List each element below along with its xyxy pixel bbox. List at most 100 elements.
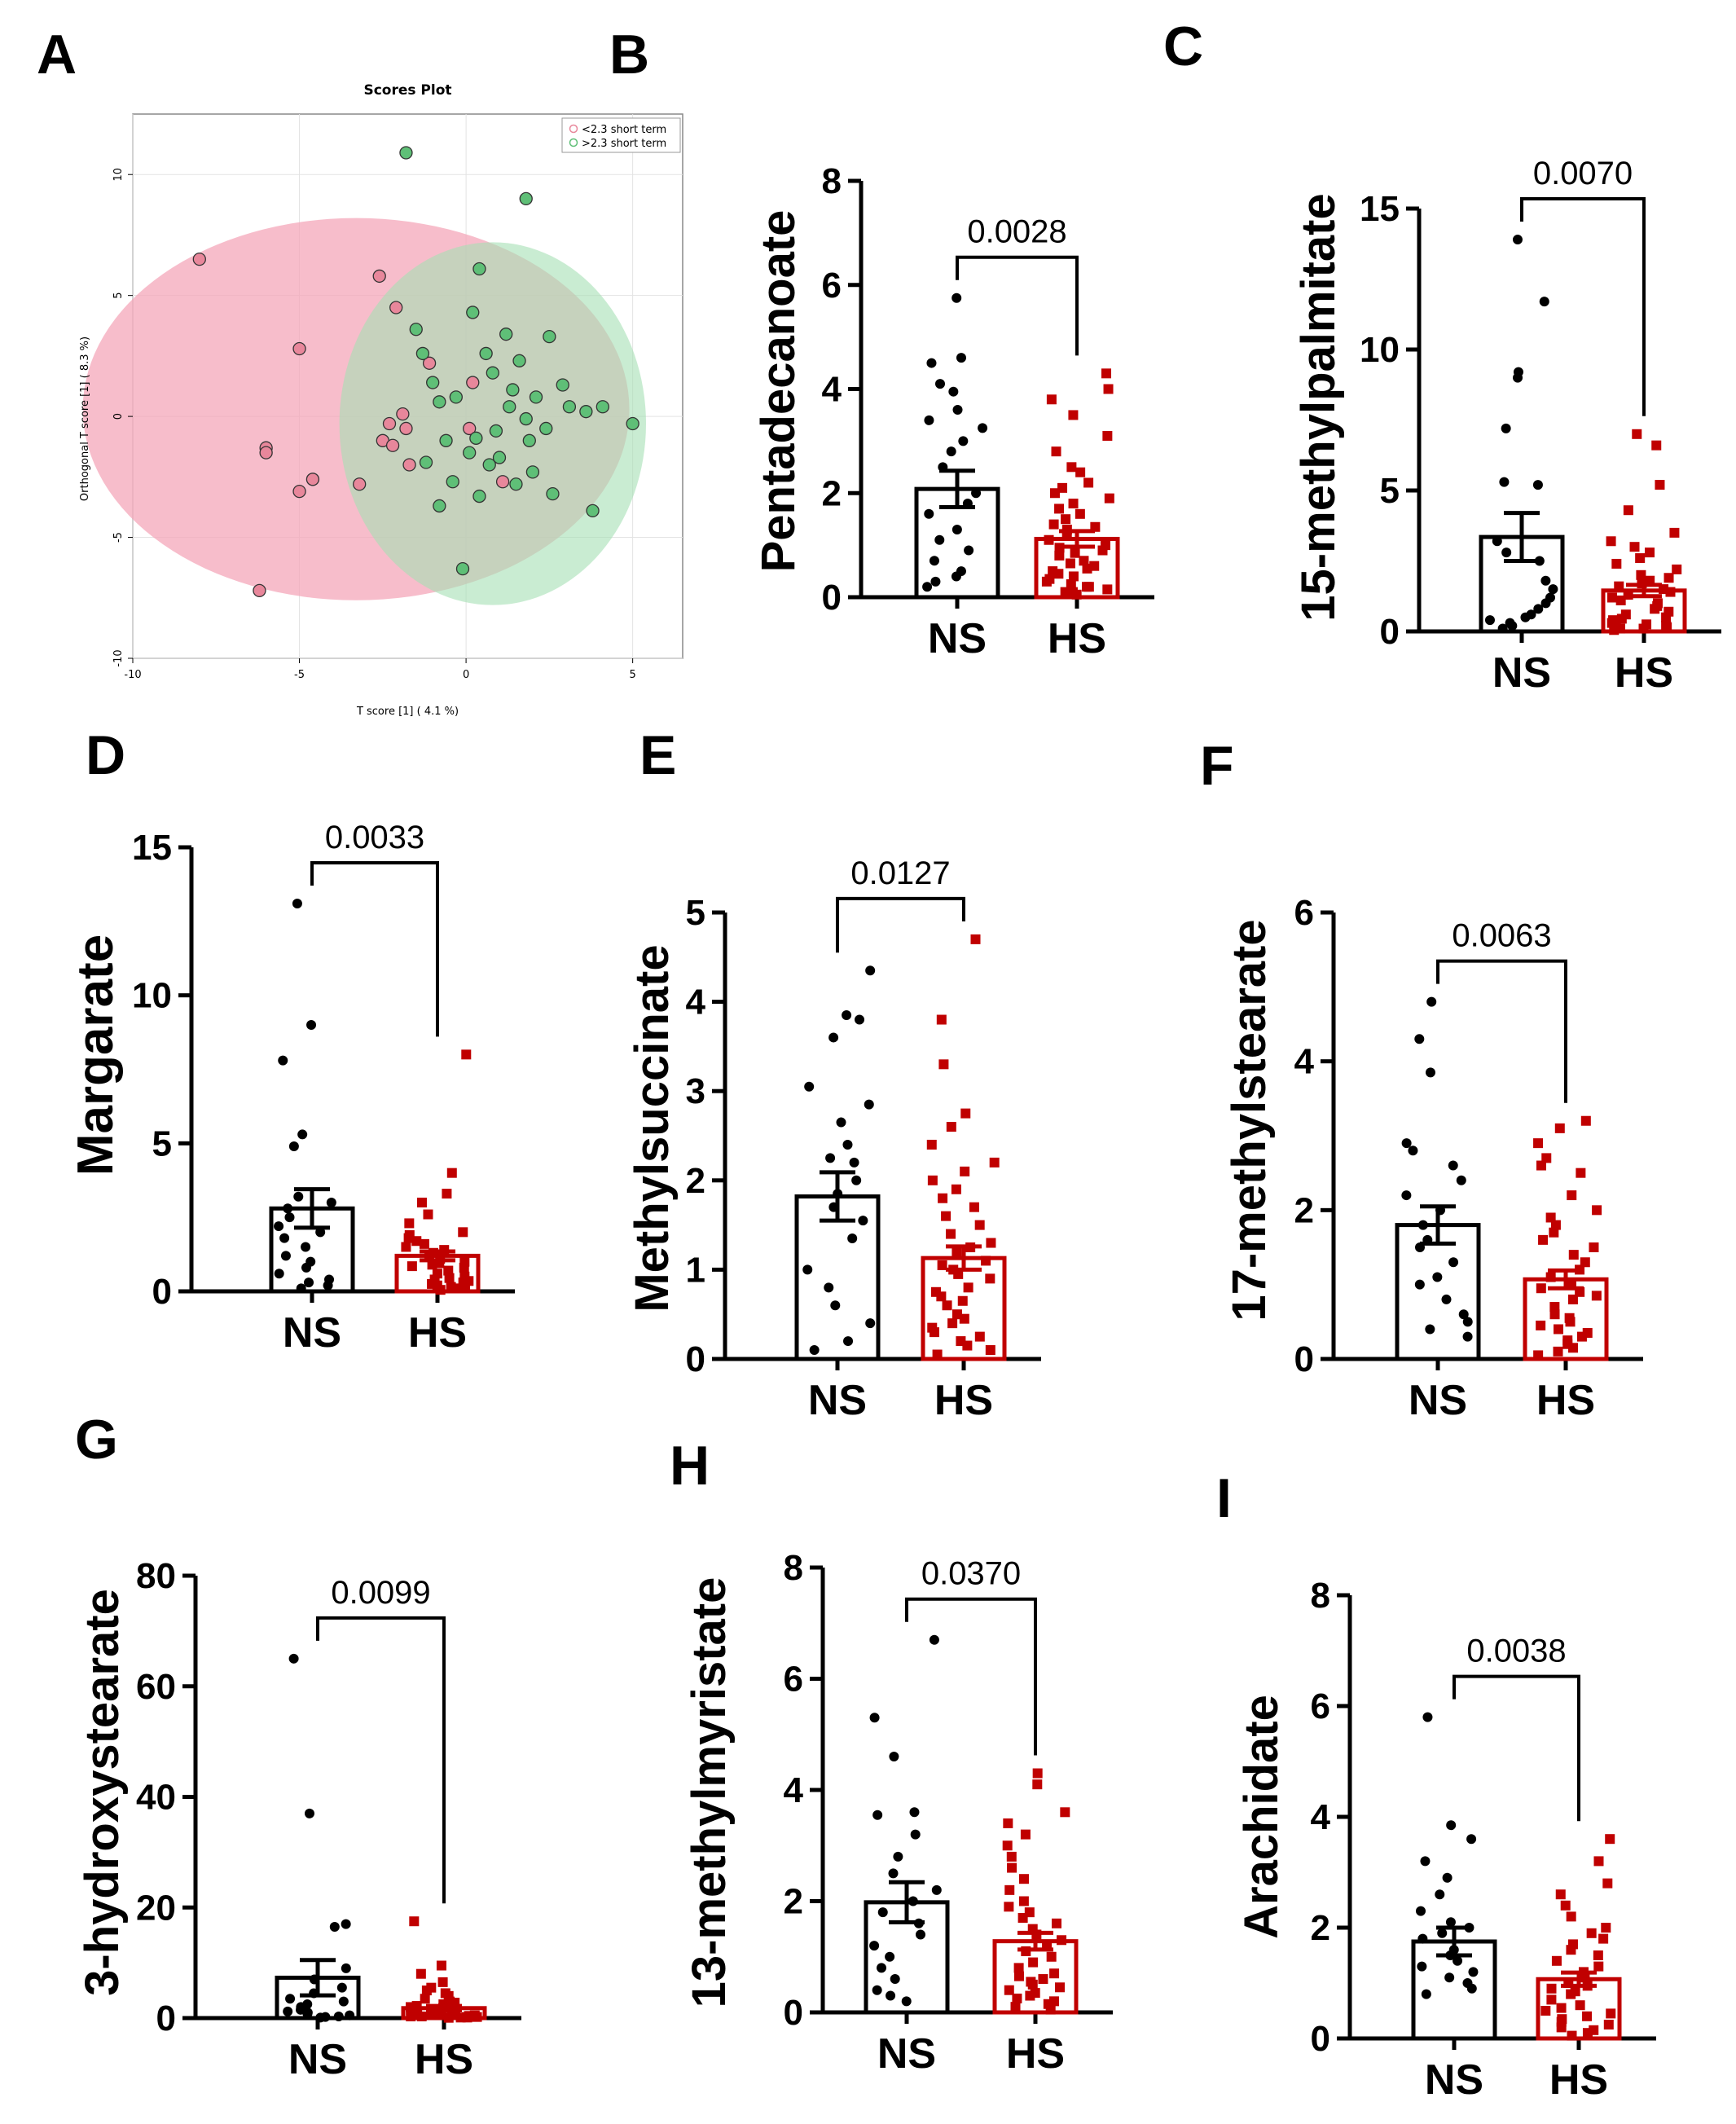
data-point-hs: [1070, 547, 1080, 558]
score-point-low: [389, 301, 403, 314]
p-value-label: 0.0063: [1452, 918, 1551, 954]
data-point-hs: [443, 2012, 454, 2023]
data-point-hs: [959, 1313, 969, 1324]
data-point-hs: [459, 1262, 469, 1273]
data-point-hs: [1586, 1928, 1597, 1938]
data-point-ns: [842, 1010, 852, 1021]
data-point-ns: [1425, 1324, 1435, 1335]
data-point-hs: [1665, 587, 1676, 597]
y-tick-label: 8: [822, 161, 842, 201]
data-point-ns: [909, 1807, 920, 1818]
data-point-hs: [1672, 564, 1682, 574]
data-point-hs: [1611, 558, 1622, 569]
data-point-hs: [938, 1193, 948, 1203]
significance-bracket: [316, 1616, 446, 1904]
scores-plot-title: Scores Plot: [363, 82, 451, 99]
data-point-hs: [981, 1255, 991, 1266]
data-point-hs: [1555, 1889, 1566, 1900]
score-point-low: [402, 458, 416, 472]
data-point-ns: [284, 1212, 295, 1223]
data-point-ns: [864, 1099, 874, 1110]
data-point-ns: [804, 1081, 815, 1092]
data-point-hs: [1054, 1982, 1065, 1993]
data-point-ns: [929, 556, 939, 566]
data-point-ns: [288, 1653, 299, 1664]
category-label-hs: HS: [1615, 649, 1673, 697]
data-point-ns: [326, 1198, 336, 1207]
data-point-ns: [304, 1808, 314, 1818]
score-point-low: [192, 252, 206, 266]
data-point-ns: [1484, 615, 1495, 626]
scores-plot-legend: <2.3 short term >2.3 short term: [561, 117, 681, 153]
category-label-hs: HS: [1549, 2056, 1608, 2104]
data-point-hs: [1615, 595, 1626, 605]
score-point-low: [463, 421, 477, 436]
data-point-hs: [1068, 571, 1079, 582]
data-point-ns: [830, 1300, 841, 1311]
score-point-low: [353, 477, 367, 491]
data-point-hs: [436, 1960, 446, 1971]
data-point-hs: [927, 1175, 938, 1185]
data-point-ns: [1432, 1272, 1443, 1282]
data-point-ns: [946, 446, 956, 457]
data-point-hs: [1546, 1983, 1557, 1994]
data-point-hs: [458, 1227, 468, 1238]
bar-hs: [992, 1939, 1079, 2015]
data-point-hs: [1048, 519, 1059, 530]
score-point-low: [292, 341, 306, 356]
panel-I-bar-chart: I Arachidate 0 2 4 6 8 NS HS 0.0038: [1216, 1467, 1656, 2104]
data-point-hs: [974, 1331, 985, 1342]
panel-letter-G: G: [75, 1409, 118, 1471]
data-point-hs: [406, 2011, 416, 2021]
data-point-hs: [1662, 622, 1672, 632]
data-point-ns: [293, 1191, 304, 1202]
y-tick-label: 0: [1294, 1339, 1314, 1379]
data-point-hs: [1010, 2002, 1021, 2012]
data-point-hs: [1589, 1242, 1599, 1252]
data-point-hs: [1003, 1818, 1013, 1828]
data-point-hs: [1638, 623, 1649, 634]
data-point-hs: [985, 1273, 995, 1284]
data-point-hs: [1551, 1955, 1562, 1966]
panel-B-bar-chart: B Pentadecanoate 0 2 4 6 8 NS HS 0.0028: [609, 24, 1154, 662]
score-point-low: [385, 438, 400, 452]
data-point-ns: [951, 571, 961, 582]
data-point-hs: [936, 1291, 947, 1302]
x-tick-label: 5: [629, 669, 635, 681]
score-point-high: [449, 390, 463, 404]
data-point-hs: [1580, 1115, 1591, 1126]
data-point-ns: [910, 1829, 921, 1840]
data-point-ns: [828, 1032, 839, 1043]
data-point-hs: [1025, 1990, 1035, 2001]
data-point-hs: [1068, 499, 1079, 509]
data-point-ns: [869, 1713, 880, 1723]
category-label-hs: HS: [408, 1309, 467, 1357]
panel-letter-D: D: [86, 724, 125, 786]
score-point-high: [586, 504, 600, 518]
y-tick-label: 4: [686, 983, 706, 1022]
data-point-ns: [1513, 372, 1523, 383]
score-point-low: [382, 416, 397, 431]
category-label-ns: NS: [1425, 2056, 1483, 2104]
data-point-hs: [1566, 1911, 1576, 1922]
data-point-hs: [1533, 1138, 1544, 1149]
data-point-hs: [974, 1220, 985, 1230]
data-point-hs: [419, 1238, 429, 1249]
data-point-hs: [1012, 1993, 1022, 2003]
data-point-hs: [1565, 1317, 1576, 1327]
data-point-ns: [1532, 480, 1543, 490]
score-point-low: [253, 583, 266, 598]
data-point-hs: [963, 1282, 973, 1293]
data-point-ns: [329, 1922, 340, 1933]
data-point-hs: [951, 1184, 961, 1194]
data-point-hs: [1606, 536, 1616, 547]
data-point-hs: [926, 1139, 937, 1150]
data-point-ns: [1448, 1160, 1458, 1171]
significance-bracket: [956, 255, 1079, 356]
score-point-high: [519, 411, 533, 426]
y-tick-label: 5: [152, 1124, 172, 1163]
score-point-high: [419, 455, 433, 469]
data-point-ns: [924, 415, 934, 425]
y-tick-label: 4: [1311, 1797, 1331, 1837]
